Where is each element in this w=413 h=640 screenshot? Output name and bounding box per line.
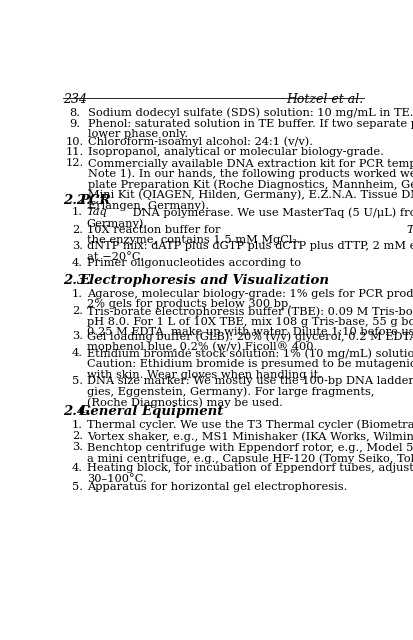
Text: plate Preparation Kit (Roche Diagnostics, Mannheim, Germany), QIAamp® DNA: plate Preparation Kit (Roche Diagnostics… bbox=[88, 179, 413, 190]
Text: Chloroform-isoamyl alcohol: 24:1 (v/v).: Chloroform-isoamyl alcohol: 24:1 (v/v). bbox=[88, 137, 313, 147]
Text: Benchtop centrifuge with Eppendorf rotor, e.g., Model 5402 (Eppendorf) and/or: Benchtop centrifuge with Eppendorf rotor… bbox=[87, 442, 413, 453]
Text: DNA size marker: We mostly use the 100-bp DNA ladder (Gibco/Life Technolo-: DNA size marker: We mostly use the 100-b… bbox=[87, 376, 413, 387]
Text: 2.2.: 2.2. bbox=[63, 194, 90, 207]
Text: 3.: 3. bbox=[72, 331, 83, 341]
Text: 4.: 4. bbox=[72, 258, 83, 268]
Text: 2.: 2. bbox=[72, 306, 83, 316]
Text: PCR: PCR bbox=[79, 194, 111, 207]
Text: with skin. Wear gloves when handling it.: with skin. Wear gloves when handling it. bbox=[87, 369, 322, 380]
Text: DNA polymerase. We use MasterTaq (5 U/μL) from Eppendorf (Hamburg,: DNA polymerase. We use MasterTaq (5 U/μL… bbox=[129, 207, 413, 218]
Text: 3.: 3. bbox=[72, 241, 83, 252]
Text: Tris-borate electrophoresis buffer (TBE): 0.09 M Tris-borate, 0.002 M EDTA,: Tris-borate electrophoresis buffer (TBE)… bbox=[87, 306, 413, 317]
Text: 5.: 5. bbox=[72, 483, 83, 492]
Text: 2.4.: 2.4. bbox=[63, 406, 90, 419]
Text: 10X reaction buffer for: 10X reaction buffer for bbox=[87, 225, 224, 235]
Text: 1.: 1. bbox=[72, 207, 83, 218]
Text: Vortex shaker, e.g., MS1 Minishaker (IKA Works, Wilmington, DE, USA).: Vortex shaker, e.g., MS1 Minishaker (IKA… bbox=[87, 431, 413, 442]
Text: Primer oligonucleotides according to: Primer oligonucleotides according to bbox=[87, 258, 304, 268]
Text: a mini centrifuge, e.g., Capsule HF-120 (Tomy Seiko, Tokyo, Japan).: a mini centrifuge, e.g., Capsule HF-120 … bbox=[87, 453, 413, 463]
Text: 2.: 2. bbox=[72, 431, 83, 441]
Text: 11.: 11. bbox=[65, 147, 84, 157]
Text: Hotzel et al.: Hotzel et al. bbox=[287, 93, 364, 106]
Text: 234: 234 bbox=[63, 93, 87, 106]
Text: Thermal cycler. We use the T3 Thermal cycler (Biometra, Goettingen, Germany).: Thermal cycler. We use the T3 Thermal cy… bbox=[87, 420, 413, 430]
Text: (Roche Diagnostics) may be used.: (Roche Diagnostics) may be used. bbox=[87, 397, 283, 408]
Text: Agarose, molecular biology-grade: 1% gels for PCR products of 300–1000 bp,: Agarose, molecular biology-grade: 1% gel… bbox=[87, 289, 413, 299]
Text: 0.25 Μ EDTA, make up with water. Dilute 1:10 before use.: 0.25 Μ EDTA, make up with water. Dilute … bbox=[87, 327, 413, 337]
Text: Sodium dodecyl sulfate (SDS) solution: 10 mg/mL in TE.: Sodium dodecyl sulfate (SDS) solution: 1… bbox=[88, 108, 413, 118]
Text: at −20°C.: at −20°C. bbox=[87, 252, 144, 262]
Text: 2.3.: 2.3. bbox=[63, 274, 90, 287]
Text: the enzyme, contains 1.5 mΜ MgCl₂.: the enzyme, contains 1.5 mΜ MgCl₂. bbox=[87, 236, 301, 245]
Text: Taq: Taq bbox=[407, 225, 413, 235]
Text: Phenol: saturated solution in TE buffer. If two separate phases are visible, use: Phenol: saturated solution in TE buffer.… bbox=[88, 118, 413, 129]
Text: 5.: 5. bbox=[72, 376, 83, 386]
Text: 3.: 3. bbox=[72, 442, 83, 452]
Text: General Equipment: General Equipment bbox=[79, 406, 224, 419]
Text: Ethidium bromide stock solution: 1% (10 mg/mL) solution in water.: Ethidium bromide stock solution: 1% (10 … bbox=[87, 348, 413, 359]
Text: Apparatus for horizontal gel electrophoresis.: Apparatus for horizontal gel electrophor… bbox=[87, 483, 347, 492]
Text: lower phase only.: lower phase only. bbox=[88, 129, 189, 140]
Text: Note 1). In our hands, the following products worked well: High Pure PCR Tem-: Note 1). In our hands, the following pro… bbox=[88, 169, 413, 179]
Text: 30–100°C.: 30–100°C. bbox=[87, 474, 147, 484]
Text: Electrophoresis and Visualization: Electrophoresis and Visualization bbox=[79, 274, 330, 287]
Text: 10.: 10. bbox=[65, 137, 84, 147]
Text: Mini Kit (QIAGEN, Hilden, Germany), E.Z.N.A. Tissue DNA Kit II (PEQLAB,: Mini Kit (QIAGEN, Hilden, Germany), E.Z.… bbox=[88, 190, 413, 200]
Text: Caution: Ethidium bromide is presumed to be mutagenic. Avoid direct contact: Caution: Ethidium bromide is presumed to… bbox=[87, 359, 413, 369]
Text: Isopropanol, analytical or molecular biology-grade.: Isopropanol, analytical or molecular bio… bbox=[88, 147, 385, 157]
Text: 9.: 9. bbox=[69, 118, 80, 129]
Text: mophenol blue, 0.2% (w/v) Ficoll® 400.: mophenol blue, 0.2% (w/v) Ficoll® 400. bbox=[87, 342, 317, 353]
Text: 2.: 2. bbox=[72, 225, 83, 235]
Text: 4.: 4. bbox=[72, 463, 83, 473]
Text: Commercially available DNA extraction kit for PCR template preparation (: Commercially available DNA extraction ki… bbox=[88, 158, 413, 169]
Text: Germany).: Germany). bbox=[87, 218, 148, 228]
Text: dNTP mix: dATP plus dGTP plus dCTP plus dTTP, 2 mΜ each. Store in aliquots: dNTP mix: dATP plus dGTP plus dCTP plus … bbox=[87, 241, 413, 252]
Text: 1.: 1. bbox=[72, 420, 83, 430]
Text: gies, Eggenstein, Germany). For large fragments,: gies, Eggenstein, Germany). For large fr… bbox=[87, 387, 378, 397]
Text: Taq: Taq bbox=[87, 207, 107, 218]
Text: 2% gels for products below 300 bp.: 2% gels for products below 300 bp. bbox=[87, 300, 292, 309]
Text: pH 8.0. For 1 L of 10X TBE, mix 108 g Tris-base, 55 g boric acid, and 80 mL of: pH 8.0. For 1 L of 10X TBE, mix 108 g Tr… bbox=[87, 317, 413, 326]
Text: Erlangen, Germany).: Erlangen, Germany). bbox=[88, 200, 209, 211]
Text: 12.: 12. bbox=[65, 158, 84, 168]
Text: 8.: 8. bbox=[69, 108, 80, 118]
Text: Heating block, for incubation of Eppendorf tubes, adjustable temperature range: Heating block, for incubation of Eppendo… bbox=[87, 463, 413, 473]
Text: Gel loading buffer (GLB): 20% (v/v) glycerol, 0.2 M EDTA, 0.01% (w/v) bro-: Gel loading buffer (GLB): 20% (v/v) glyc… bbox=[87, 331, 413, 342]
Text: 4.: 4. bbox=[72, 348, 83, 358]
Text: 1.: 1. bbox=[72, 289, 83, 299]
